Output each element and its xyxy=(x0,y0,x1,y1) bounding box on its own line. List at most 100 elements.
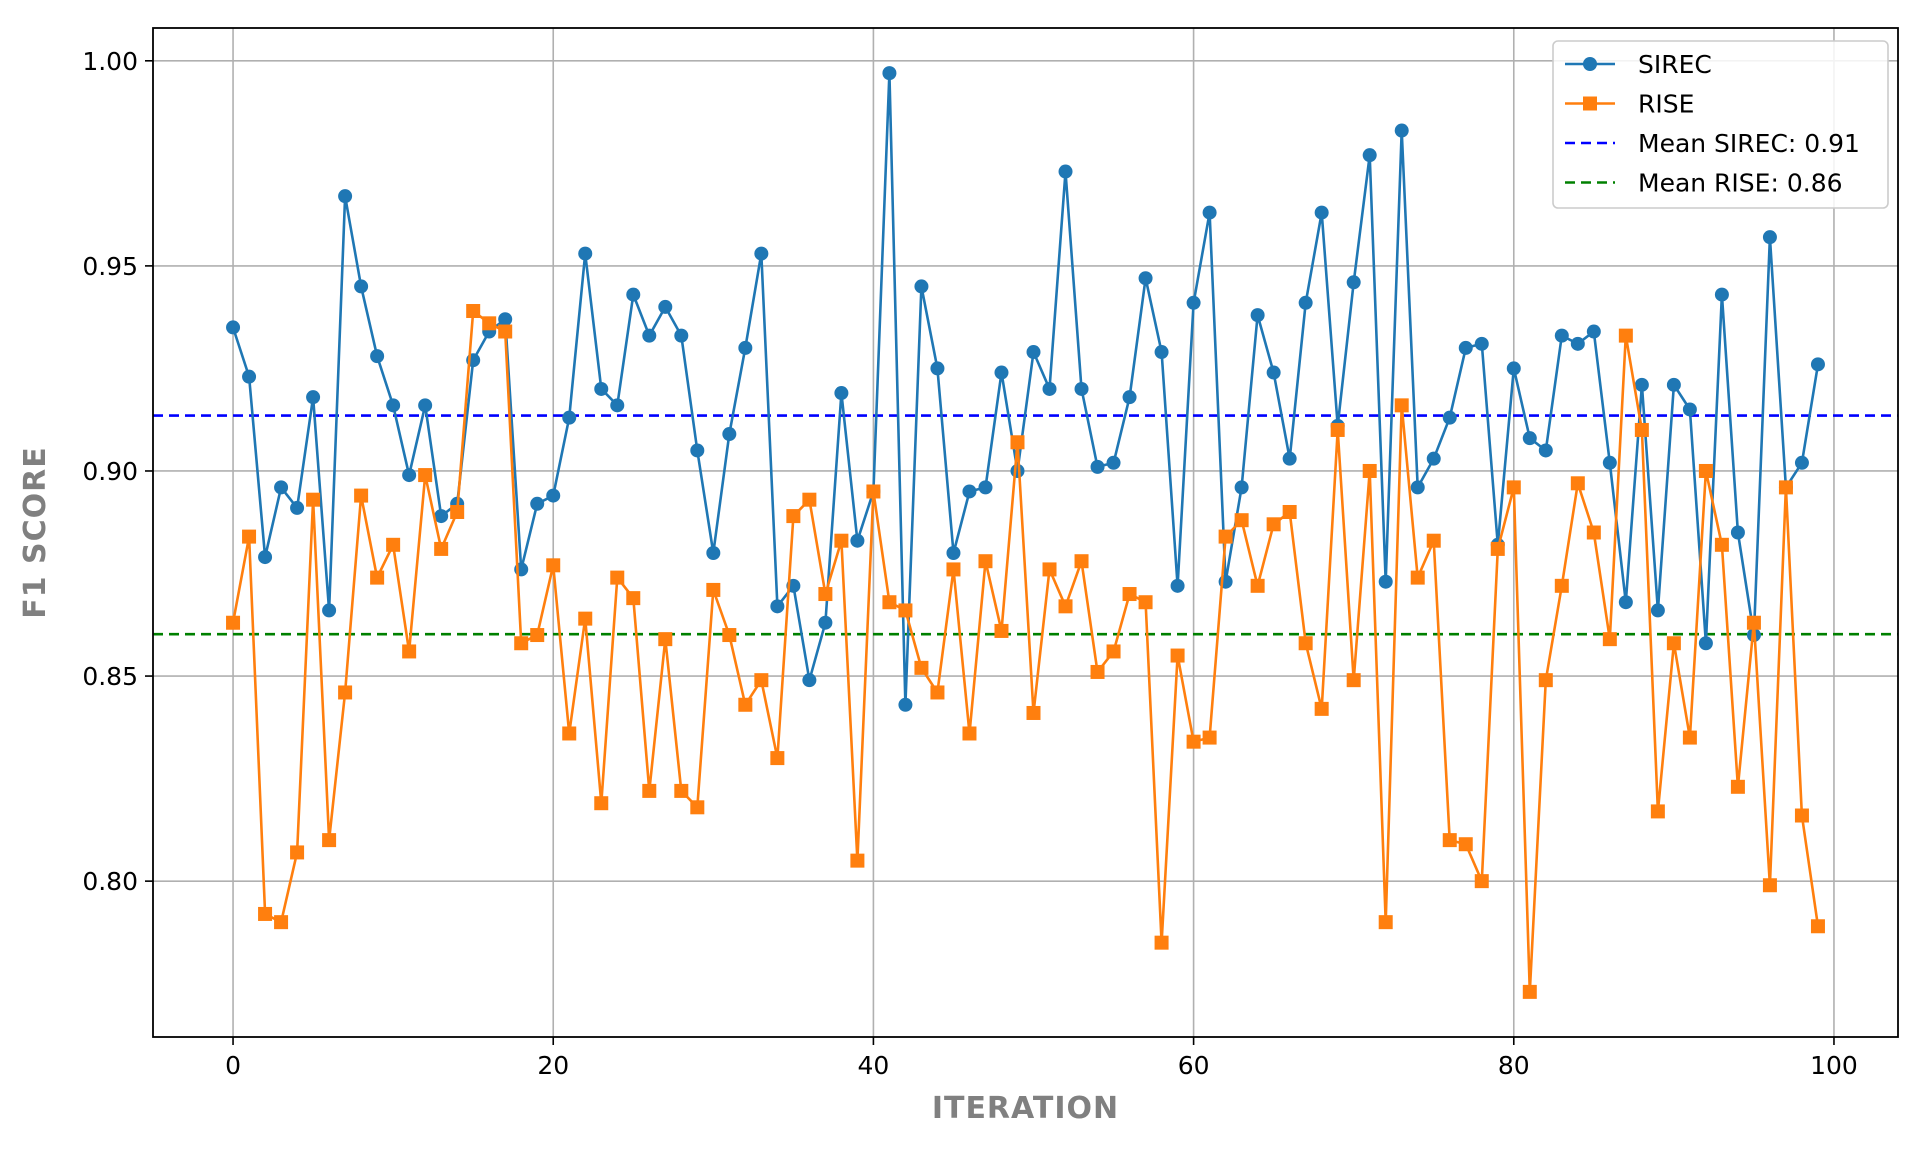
data-point xyxy=(1634,377,1649,392)
data-point xyxy=(1602,632,1617,647)
data-point xyxy=(1666,636,1681,651)
data-point xyxy=(1810,357,1825,372)
data-point xyxy=(338,685,353,700)
data-point xyxy=(1586,525,1601,540)
data-point xyxy=(658,299,673,314)
data-point xyxy=(1730,779,1745,794)
data-point xyxy=(626,591,641,606)
data-point xyxy=(1042,562,1057,577)
data-point xyxy=(1762,878,1777,893)
data-point xyxy=(1122,390,1137,405)
legend-item: Mean SIREC: 0.91 xyxy=(1565,129,1860,158)
data-point xyxy=(386,537,401,552)
legend-label: SIREC xyxy=(1638,50,1712,79)
data-point xyxy=(674,328,689,343)
data-point xyxy=(562,410,577,425)
data-point xyxy=(594,381,609,396)
data-point xyxy=(306,492,321,507)
data-point xyxy=(1682,730,1697,745)
data-point xyxy=(1106,644,1121,659)
legend: SIREC RISE Mean SIREC: 0.91 Mean RISE: 0.86 xyxy=(1552,40,1889,209)
data-point xyxy=(1602,455,1617,470)
data-point xyxy=(1058,164,1073,179)
data-point xyxy=(546,488,561,503)
data-point xyxy=(1138,271,1153,286)
x-tick-label: 40 xyxy=(858,1051,890,1080)
data-point xyxy=(546,558,561,573)
x-axis-title: ITERATION xyxy=(932,1091,1119,1126)
data-point xyxy=(1410,570,1425,585)
data-point xyxy=(1234,513,1249,528)
data-point xyxy=(1618,595,1633,610)
data-point xyxy=(1810,919,1825,934)
data-point xyxy=(1314,205,1329,220)
data-point xyxy=(1794,455,1809,470)
data-point xyxy=(562,726,577,741)
data-point xyxy=(354,488,369,503)
data-point xyxy=(1474,336,1489,351)
data-point xyxy=(418,398,433,413)
data-point xyxy=(866,484,881,499)
x-tick-label: 60 xyxy=(1178,1051,1210,1080)
data-point xyxy=(642,328,657,343)
data-point xyxy=(1042,381,1057,396)
data-point xyxy=(274,480,289,495)
data-point xyxy=(978,554,993,569)
data-point xyxy=(1442,833,1457,848)
data-point xyxy=(1570,336,1585,351)
data-point xyxy=(1730,525,1745,540)
data-point xyxy=(754,246,769,261)
data-point xyxy=(1698,463,1713,478)
axes: 0 20 40 60 80 100 0.80 0.85 0.90 0.95 1.00 xyxy=(82,47,1857,1080)
data-point xyxy=(898,697,913,712)
data-point xyxy=(1314,701,1329,716)
data-point xyxy=(370,349,385,364)
data-point xyxy=(818,615,833,630)
data-point xyxy=(834,386,849,401)
data-point xyxy=(1282,504,1297,519)
data-point xyxy=(1010,435,1025,450)
data-point xyxy=(258,906,273,921)
x-tick-label: 20 xyxy=(537,1051,569,1080)
y-tick-label: 0.90 xyxy=(82,457,138,486)
data-point xyxy=(1714,287,1729,302)
data-point xyxy=(1554,578,1569,593)
data-point xyxy=(946,562,961,577)
data-point xyxy=(1266,517,1281,532)
data-point xyxy=(722,427,737,442)
data-point xyxy=(226,615,241,630)
legend-box xyxy=(1552,40,1889,209)
data-point xyxy=(1522,984,1537,999)
data-point xyxy=(930,685,945,700)
data-point xyxy=(1122,587,1137,602)
data-point xyxy=(306,390,321,405)
data-point xyxy=(1362,148,1377,163)
data-point xyxy=(1490,541,1505,556)
data-point xyxy=(402,468,417,483)
y-tick-label: 0.95 xyxy=(82,252,138,281)
data-point xyxy=(1362,463,1377,478)
data-point xyxy=(1170,648,1185,663)
data-point xyxy=(1426,533,1441,548)
data-point xyxy=(482,316,497,331)
data-point xyxy=(738,697,753,712)
data-point xyxy=(626,287,641,302)
data-point xyxy=(1650,603,1665,618)
data-point xyxy=(1282,451,1297,466)
data-point xyxy=(802,673,817,688)
x-tick-label: 0 xyxy=(225,1051,241,1080)
data-point xyxy=(1250,308,1265,323)
data-point xyxy=(1090,664,1105,679)
data-point xyxy=(1026,345,1041,360)
data-point xyxy=(1458,340,1473,355)
data-point xyxy=(978,480,993,495)
data-point xyxy=(786,509,801,524)
data-point xyxy=(1554,328,1569,343)
data-point xyxy=(1330,422,1345,437)
data-point xyxy=(1138,595,1153,610)
data-point xyxy=(722,628,737,643)
data-point xyxy=(994,365,1009,380)
data-point xyxy=(402,644,417,659)
data-point xyxy=(1026,705,1041,720)
data-point xyxy=(578,246,593,261)
